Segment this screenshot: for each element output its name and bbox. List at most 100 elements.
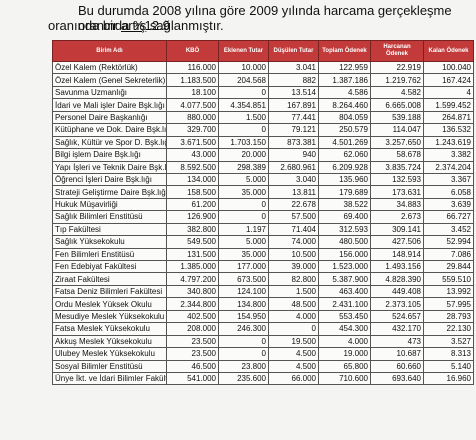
cell-kbo: 126.900 [166, 210, 219, 224]
cell-dusulen-tutar: 4.500 [268, 359, 319, 373]
cell-toplam-odenek: 8.264.460 [318, 98, 371, 112]
cell-harcanan-odenek: 173.631 [370, 185, 424, 199]
cell-kalan-odenek: 29.844 [423, 259, 474, 274]
cell-kalan-odenek: 6.058 [423, 185, 474, 199]
cell-eklenen-tutar: 246.300 [218, 322, 269, 336]
cell-harcanan-odenek: 1.493.156 [370, 259, 424, 274]
cell-dusulen-tutar: 74.000 [268, 235, 319, 249]
cell-dusulen-tutar: 10.500 [268, 247, 319, 262]
cell-birim-adi: Fatsa Meslek Yüksekokulu [52, 322, 167, 336]
table-row: Sağlık Yüksekokulu 549.500 5.000 74.000 480.… [52, 235, 474, 249]
table-row: Kütüphane ve Dok. Daire Bşk.lığı 329.700 0… [52, 123, 474, 137]
cell-toplam-odenek: 69.400 [318, 210, 371, 224]
cell-eklenen-tutar: 673.500 [218, 272, 269, 286]
cell-dusulen-tutar: 22.678 [268, 197, 319, 212]
cell-eklenen-tutar: 5.000 [218, 172, 269, 187]
cell-birim-adi: İdari ve Mali işler Daire Bşk.lığı [52, 98, 167, 112]
table-row: Ordu Meslek Yüksek Okulu 2.344.800 134.800… [52, 297, 474, 311]
cell-harcanan-odenek: 4.582 [370, 85, 424, 100]
cell-kalan-odenek: 3.382 [423, 148, 474, 162]
cell-eklenen-tutar: 35.000 [218, 247, 269, 262]
cell-birim-adi: Sağlık Bilimleri Enstitüsü [52, 210, 167, 224]
cell-harcanan-odenek: 2.673 [370, 210, 424, 224]
cell-eklenen-tutar: 20.000 [218, 148, 269, 162]
cell-harcanan-odenek: 473 [370, 334, 424, 349]
cell-toplam-odenek: 5.387.900 [318, 272, 371, 286]
cell-toplam-odenek: 553.450 [318, 309, 371, 324]
cell-kalan-odenek: 13.992 [423, 284, 474, 299]
cell-kalan-odenek: 57.995 [423, 297, 474, 311]
cell-toplam-odenek: 480.500 [318, 235, 371, 249]
cell-harcanan-odenek: 148.914 [370, 247, 424, 262]
cell-harcanan-odenek: 427.506 [370, 235, 424, 249]
cell-eklenen-tutar: 0 [218, 347, 269, 361]
cell-harcanan-odenek: 309.141 [370, 222, 424, 237]
cell-birim-adi: Akkuş Meslek Yüksekokulu [52, 334, 167, 349]
cell-kalan-odenek: 100.040 [423, 60, 474, 75]
table-row: Personel Daire Başkanlığı 880.000 1.500 77.… [52, 110, 474, 125]
cell-harcanan-odenek: 114.047 [370, 123, 424, 137]
cell-eklenen-tutar: 23.800 [218, 359, 269, 373]
cell-harcanan-odenek: 693.640 [370, 371, 424, 386]
cell-birim-adi: Ulubey Meslek Yüksekokulu [52, 347, 167, 361]
cell-toplam-odenek: 804.059 [318, 110, 371, 125]
cell-harcanan-odenek: 524.657 [370, 309, 424, 324]
cell-eklenen-tutar: 298.389 [218, 160, 269, 174]
table-row: Özel Kalem (Genel Sekreterlik) 1.183.500 2… [52, 73, 474, 87]
table-body: Özel Kalem (Rektörlük) 116.000 10.000 3.041… [52, 60, 474, 386]
cell-dusulen-tutar: 48.500 [268, 297, 319, 311]
cell-birim-adi: Fen Bilimleri Enstitüsü [52, 247, 167, 262]
cell-dusulen-tutar: 71.404 [268, 222, 319, 237]
cell-birim-adi: Savunma Uzmanlığı [52, 85, 167, 100]
cell-toplam-odenek: 4.586 [318, 85, 371, 100]
cell-kbo: 402.500 [166, 309, 219, 324]
cell-toplam-odenek: 4.000 [318, 334, 371, 349]
cell-toplam-odenek: 122.959 [318, 60, 371, 75]
cell-birim-adi: Sağlık Yüksekokulu [52, 235, 167, 249]
cell-dusulen-tutar: 66.000 [268, 371, 319, 386]
cell-kalan-odenek: 22.130 [423, 322, 474, 336]
cell-kbo: 61.200 [166, 197, 219, 212]
cell-kbo: 880.000 [166, 110, 219, 125]
cell-birim-adi: Sağlık, Kültür ve Spor D. Bşk.lığı [52, 135, 167, 150]
cell-harcanan-odenek: 6.665.008 [370, 98, 424, 112]
table-row: Fatsa Meslek Yüksekokulu 208.000 246.300 0 4… [52, 322, 474, 336]
cell-kbo: 158.500 [166, 185, 219, 199]
cell-toplam-odenek: 1.387.186 [318, 73, 371, 87]
cell-harcanan-odenek: 539.188 [370, 110, 424, 125]
cell-dusulen-tutar: 1.500 [268, 284, 319, 299]
cell-kbo: 541.000 [166, 371, 219, 386]
cell-toplam-odenek: 19.000 [318, 347, 371, 361]
cell-birim-adi: Bilgi işlem Daire Bşk.lığı [52, 148, 167, 162]
cell-eklenen-tutar: 1.500 [218, 110, 269, 125]
cell-kalan-odenek: 3.367 [423, 172, 474, 187]
cell-birim-adi: Fen Edebiyat Fakültesi [52, 259, 167, 274]
table-row: Akkuş Meslek Yüksekokulu 23.500 0 19.500 4.0… [52, 334, 474, 349]
cell-toplam-odenek: 62.060 [318, 148, 371, 162]
cell-harcanan-odenek: 2.373.105 [370, 297, 424, 311]
table-header-row: Birim Adı KBÖ Eklenen Tutar Düşülen Tuta… [52, 40, 474, 62]
cell-eklenen-tutar: 10.000 [218, 60, 269, 75]
cell-dusulen-tutar: 13.811 [268, 185, 319, 199]
cell-dusulen-tutar: 39.000 [268, 259, 319, 274]
cell-dusulen-tutar: 57.500 [268, 210, 319, 224]
header-dusulen-tutar: Düşülen Tutar [268, 40, 319, 62]
table-row: Mesudiye Meslek Yüksekokulu 402.500 154.95… [52, 309, 474, 324]
cell-dusulen-tutar: 3.040 [268, 172, 319, 187]
cell-dusulen-tutar: 873.381 [268, 135, 319, 150]
cell-kbo: 1.183.500 [166, 73, 219, 87]
cell-eklenen-tutar: 0 [218, 123, 269, 137]
cell-eklenen-tutar: 0 [218, 85, 269, 100]
cell-toplam-odenek: 4.501.269 [318, 135, 371, 150]
table-row: Ulubey Meslek Yüksekokulu 23.500 0 4.500 19.… [52, 347, 474, 361]
cell-eklenen-tutar: 154.950 [218, 309, 269, 324]
table-row: Yapı İşleri ve Teknik Daire Bşk.lığı 8.59… [52, 160, 474, 174]
header-toplam-odenek: Toplam Ödenek [318, 40, 371, 62]
cell-kbo: 208.000 [166, 322, 219, 336]
cell-toplam-odenek: 156.000 [318, 247, 371, 262]
cell-kbo: 18.100 [166, 85, 219, 100]
cell-eklenen-tutar: 1.197 [218, 222, 269, 237]
cell-toplam-odenek: 6.209.928 [318, 160, 371, 174]
cell-toplam-odenek: 65.800 [318, 359, 371, 373]
cell-harcanan-odenek: 58.678 [370, 148, 424, 162]
